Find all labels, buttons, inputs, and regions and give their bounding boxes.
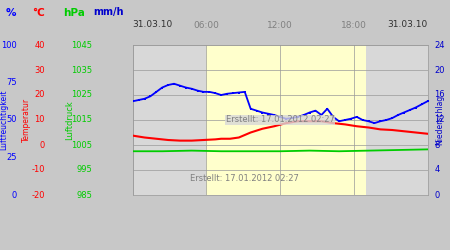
Text: 100: 100	[1, 40, 17, 50]
Text: 0: 0	[40, 140, 45, 149]
Text: 12: 12	[434, 116, 445, 124]
Text: Erstellt: 17.01.2012 02:27: Erstellt: 17.01.2012 02:27	[190, 174, 299, 183]
Text: Temperatur: Temperatur	[22, 98, 31, 142]
Text: 4: 4	[434, 166, 440, 174]
Text: Luftdruck: Luftdruck	[65, 100, 74, 140]
Text: -10: -10	[32, 166, 45, 174]
Text: 12:00: 12:00	[267, 21, 293, 30]
Text: 1015: 1015	[71, 116, 92, 124]
Text: °C: °C	[32, 8, 45, 18]
Text: Niederschlag: Niederschlag	[436, 95, 445, 145]
Text: 985: 985	[76, 190, 92, 200]
Text: 50: 50	[7, 116, 17, 124]
Text: 1005: 1005	[71, 140, 92, 149]
Text: 31.03.10: 31.03.10	[133, 20, 173, 29]
Text: 10: 10	[35, 116, 45, 124]
Text: 75: 75	[6, 78, 17, 87]
Text: 0: 0	[12, 190, 17, 200]
Text: 0: 0	[434, 190, 440, 200]
Text: 18:00: 18:00	[341, 21, 367, 30]
Text: 20: 20	[35, 90, 45, 100]
Text: 24: 24	[434, 40, 445, 50]
Text: %: %	[6, 8, 17, 18]
Text: mm/h: mm/h	[93, 8, 123, 18]
Text: -20: -20	[32, 190, 45, 200]
Text: 995: 995	[76, 166, 92, 174]
Text: hPa: hPa	[63, 8, 85, 18]
Text: 16: 16	[434, 90, 445, 100]
Text: Luftfeuchtigkeit: Luftfeuchtigkeit	[0, 90, 8, 150]
Bar	[207, 45, 366, 195]
Text: Erstellt: 17.01.2012 02:27: Erstellt: 17.01.2012 02:27	[226, 116, 334, 124]
Text: 20: 20	[434, 66, 445, 74]
Text: 1035: 1035	[71, 66, 92, 74]
Text: 25: 25	[7, 153, 17, 162]
Text: 31.03.10: 31.03.10	[387, 20, 428, 29]
Text: 30: 30	[34, 66, 45, 74]
Text: 40: 40	[35, 40, 45, 50]
Text: 8: 8	[434, 140, 440, 149]
Text: 1025: 1025	[71, 90, 92, 100]
Text: 06:00: 06:00	[194, 21, 220, 30]
Text: 1045: 1045	[71, 40, 92, 50]
